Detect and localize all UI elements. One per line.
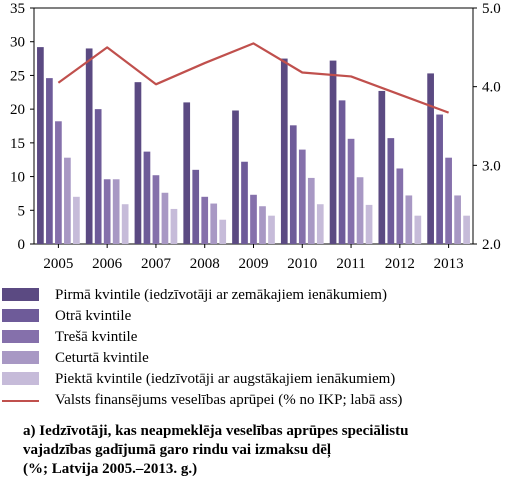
bar bbox=[232, 110, 239, 245]
bar bbox=[427, 73, 434, 244]
legend-label: Piektā kvintile (iedzīvotāji ar augstāka… bbox=[55, 371, 396, 387]
bar bbox=[112, 179, 120, 244]
y-axis-tick-label: 15 bbox=[10, 136, 25, 152]
bar bbox=[280, 58, 288, 245]
bar bbox=[134, 82, 142, 245]
y-axis-tick-label: 20 bbox=[10, 102, 25, 118]
x-axis-tick-label: 2012 bbox=[385, 256, 415, 272]
caption-line: (%; Latvija 2005.–2013. g.) bbox=[23, 461, 198, 477]
x-axis-tick-label: 2006 bbox=[92, 256, 123, 272]
x-axis-tick-label: 2005 bbox=[43, 256, 73, 272]
legend-item: Pirmā kvintile (iedzīvotāji ar zemākajie… bbox=[0, 285, 525, 306]
bar bbox=[121, 204, 129, 244]
bar bbox=[259, 206, 266, 244]
bar bbox=[170, 208, 178, 244]
bar bbox=[46, 78, 53, 244]
legend-swatch bbox=[2, 372, 39, 385]
y-axis-tick-label: 5 bbox=[18, 203, 26, 219]
bar bbox=[405, 195, 413, 244]
bar bbox=[356, 177, 364, 244]
legend-item: Otrā kvintile bbox=[0, 306, 525, 327]
y-axis-tick-label: 10 bbox=[10, 170, 25, 186]
legend-swatch bbox=[2, 330, 39, 343]
bar bbox=[387, 138, 395, 244]
x-axis-tick-label: 2008 bbox=[190, 256, 220, 272]
legend-swatch bbox=[2, 288, 39, 301]
bar bbox=[210, 203, 218, 244]
bar bbox=[143, 151, 151, 244]
y2-axis-tick-label: 3.0 bbox=[482, 158, 501, 174]
bar bbox=[414, 215, 422, 244]
bar bbox=[307, 177, 315, 244]
legend-label: Pirmā kvintile (iedzīvotāji ar zemākajie… bbox=[55, 287, 387, 303]
y-axis-tick-label: 0 bbox=[18, 237, 26, 253]
legend: Pirmā kvintile (iedzīvotāji ar zemākajie… bbox=[0, 285, 525, 411]
bar bbox=[316, 204, 324, 244]
bar bbox=[454, 195, 461, 244]
bar bbox=[37, 47, 44, 245]
legend-swatch bbox=[2, 351, 39, 364]
bar bbox=[152, 175, 160, 244]
bar bbox=[73, 196, 80, 244]
bar bbox=[289, 125, 297, 244]
x-axis-tick-label: 2011 bbox=[336, 256, 365, 272]
y2-axis-tick-label: 5.0 bbox=[482, 1, 501, 17]
y-axis-tick-label: 35 bbox=[10, 1, 25, 17]
bar bbox=[161, 192, 169, 244]
x-axis-tick-label: 2013 bbox=[434, 256, 464, 272]
bar bbox=[436, 114, 443, 244]
legend-item: Trešā kvintile bbox=[0, 327, 525, 348]
bar bbox=[64, 157, 71, 244]
x-axis-tick-label: 2007 bbox=[141, 256, 172, 272]
chart-area: 0 5 10 15 20 25 30 35 2.0 3.0 4.0 5.0 2005 2006 2007 20… bbox=[10, 1, 501, 272]
bar bbox=[241, 161, 248, 244]
y2-axis-tick-label: 4.0 bbox=[482, 80, 501, 96]
x-axis-tick-label: 2009 bbox=[239, 256, 269, 272]
legend-label: Ceturtā kvintile bbox=[55, 350, 149, 366]
legend-swatch bbox=[2, 309, 39, 322]
bar bbox=[94, 109, 102, 245]
y-axis-tick-label: 30 bbox=[10, 35, 25, 51]
caption-line: vajadzības gadījumā garo rindu vai izmak… bbox=[23, 442, 332, 458]
chart-svg: 0 5 10 15 20 25 30 35 2.0 3.0 4.0 5.0 2005 2006 2007 20… bbox=[10, 1, 501, 272]
legend-item: Valsts finansējums veselības aprūpei (% … bbox=[0, 390, 525, 411]
bar bbox=[183, 102, 191, 245]
bar bbox=[103, 179, 111, 244]
line-series bbox=[57, 42, 449, 114]
bar bbox=[347, 138, 355, 244]
legend-line-swatch bbox=[2, 400, 39, 402]
legend-item: Ceturtā kvintile bbox=[0, 348, 525, 369]
legend-label: Trešā kvintile bbox=[55, 329, 138, 345]
bar bbox=[219, 219, 227, 244]
bar bbox=[396, 168, 404, 244]
y2-axis-tick-label: 2.0 bbox=[482, 237, 501, 253]
legend-item: Piektā kvintile (iedzīvotāji ar augstāka… bbox=[0, 369, 525, 390]
legend-label: Valsts finansējums veselības aprūpei (% … bbox=[55, 392, 403, 408]
legend-label: Otrā kvintile bbox=[55, 308, 132, 324]
bar bbox=[85, 48, 93, 245]
bar bbox=[192, 169, 200, 244]
bar bbox=[55, 121, 62, 244]
x-axis-tick-label: 2010 bbox=[287, 256, 317, 272]
bar bbox=[268, 215, 275, 244]
bar bbox=[250, 194, 257, 244]
bar bbox=[445, 157, 452, 244]
y-axis-tick-label: 25 bbox=[10, 68, 25, 84]
bar bbox=[463, 215, 470, 244]
bar bbox=[298, 149, 306, 244]
bar bbox=[365, 204, 373, 244]
chart-caption: a) Iedzīvotāji, kas neapmeklēja veselība… bbox=[23, 422, 523, 479]
caption-line: a) Iedzīvotāji, kas neapmeklēja veselība… bbox=[23, 423, 409, 439]
bar bbox=[201, 196, 209, 244]
bar bbox=[378, 90, 386, 245]
bar bbox=[329, 60, 337, 244]
bar bbox=[338, 100, 346, 245]
